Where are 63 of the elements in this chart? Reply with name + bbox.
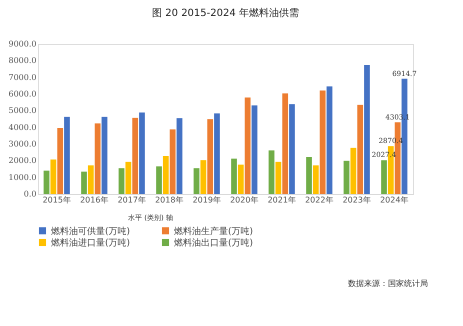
y-tick-label: 1000.0 <box>8 172 36 182</box>
y-tick-label: 8000.0 <box>8 56 36 66</box>
x-tick-label: 2021年 <box>268 196 296 204</box>
legend-label: 燃料油生产量(万吨) <box>174 226 254 237</box>
x-tick-label: 2020年 <box>230 196 258 204</box>
legend-label: 燃料油进口量(万吨) <box>51 238 130 248</box>
bar <box>214 113 220 194</box>
y-tick-label: 3000.0 <box>8 140 36 148</box>
bar <box>102 116 108 194</box>
chart-title: 图 20 2015-2024 年燃料油供需 <box>152 7 299 19</box>
bar <box>282 93 288 194</box>
bar <box>344 160 350 194</box>
bar <box>289 104 295 194</box>
bar <box>139 112 145 194</box>
x-tick-label: 2019年 <box>192 196 221 204</box>
bar <box>364 65 370 194</box>
bar <box>64 116 70 194</box>
bar <box>381 160 387 194</box>
bar <box>125 162 132 194</box>
bar <box>238 164 244 194</box>
bar <box>252 105 258 194</box>
y-tick-label: 6000.0 <box>8 90 36 98</box>
y-tick-label: 9000.0 <box>8 40 36 48</box>
bar <box>275 162 282 194</box>
bar <box>44 170 50 194</box>
bar <box>118 168 124 194</box>
bar <box>306 157 312 194</box>
x-tick-label: 2023年 <box>342 196 371 204</box>
x-tick-label: 2018年 <box>155 196 184 204</box>
x-tick-label: 2022年 <box>305 196 334 204</box>
bar <box>350 148 356 194</box>
y-tick-label: 4000.0 <box>8 122 36 132</box>
x-tick-label: 2017年 <box>118 196 146 204</box>
bar <box>194 168 200 194</box>
bar <box>132 118 138 194</box>
source-note: 数据来源：国家统计局 <box>348 279 428 288</box>
bar <box>207 119 214 194</box>
y-tick-label: 5000.0 <box>8 106 36 116</box>
bar <box>50 160 56 194</box>
y-tick-label: 7000.0 <box>8 72 36 82</box>
y-tick-label: 2000.0 <box>8 156 36 166</box>
bar <box>162 156 169 194</box>
bar <box>312 165 319 194</box>
bar <box>176 118 182 194</box>
bar <box>170 129 176 194</box>
bar <box>268 150 274 194</box>
x-tick-label: 2015年 <box>42 196 71 204</box>
bar <box>357 104 364 194</box>
bar <box>200 160 206 194</box>
bar <box>81 172 87 194</box>
bar <box>88 165 94 194</box>
bar <box>326 86 332 194</box>
legend-label: 燃料油可供量(万吨) <box>51 226 130 237</box>
y-tick-label: 0.0 <box>24 190 36 198</box>
bar <box>320 90 326 194</box>
x-tick-label: 2016年 <box>80 196 108 204</box>
bar <box>156 166 162 194</box>
bar <box>94 123 101 194</box>
bar <box>244 98 251 194</box>
legend-label: 燃料油出口量(万吨) <box>174 238 254 248</box>
bar <box>231 158 237 194</box>
bar <box>57 128 64 194</box>
x-tick-label: 2024年 <box>380 196 408 204</box>
